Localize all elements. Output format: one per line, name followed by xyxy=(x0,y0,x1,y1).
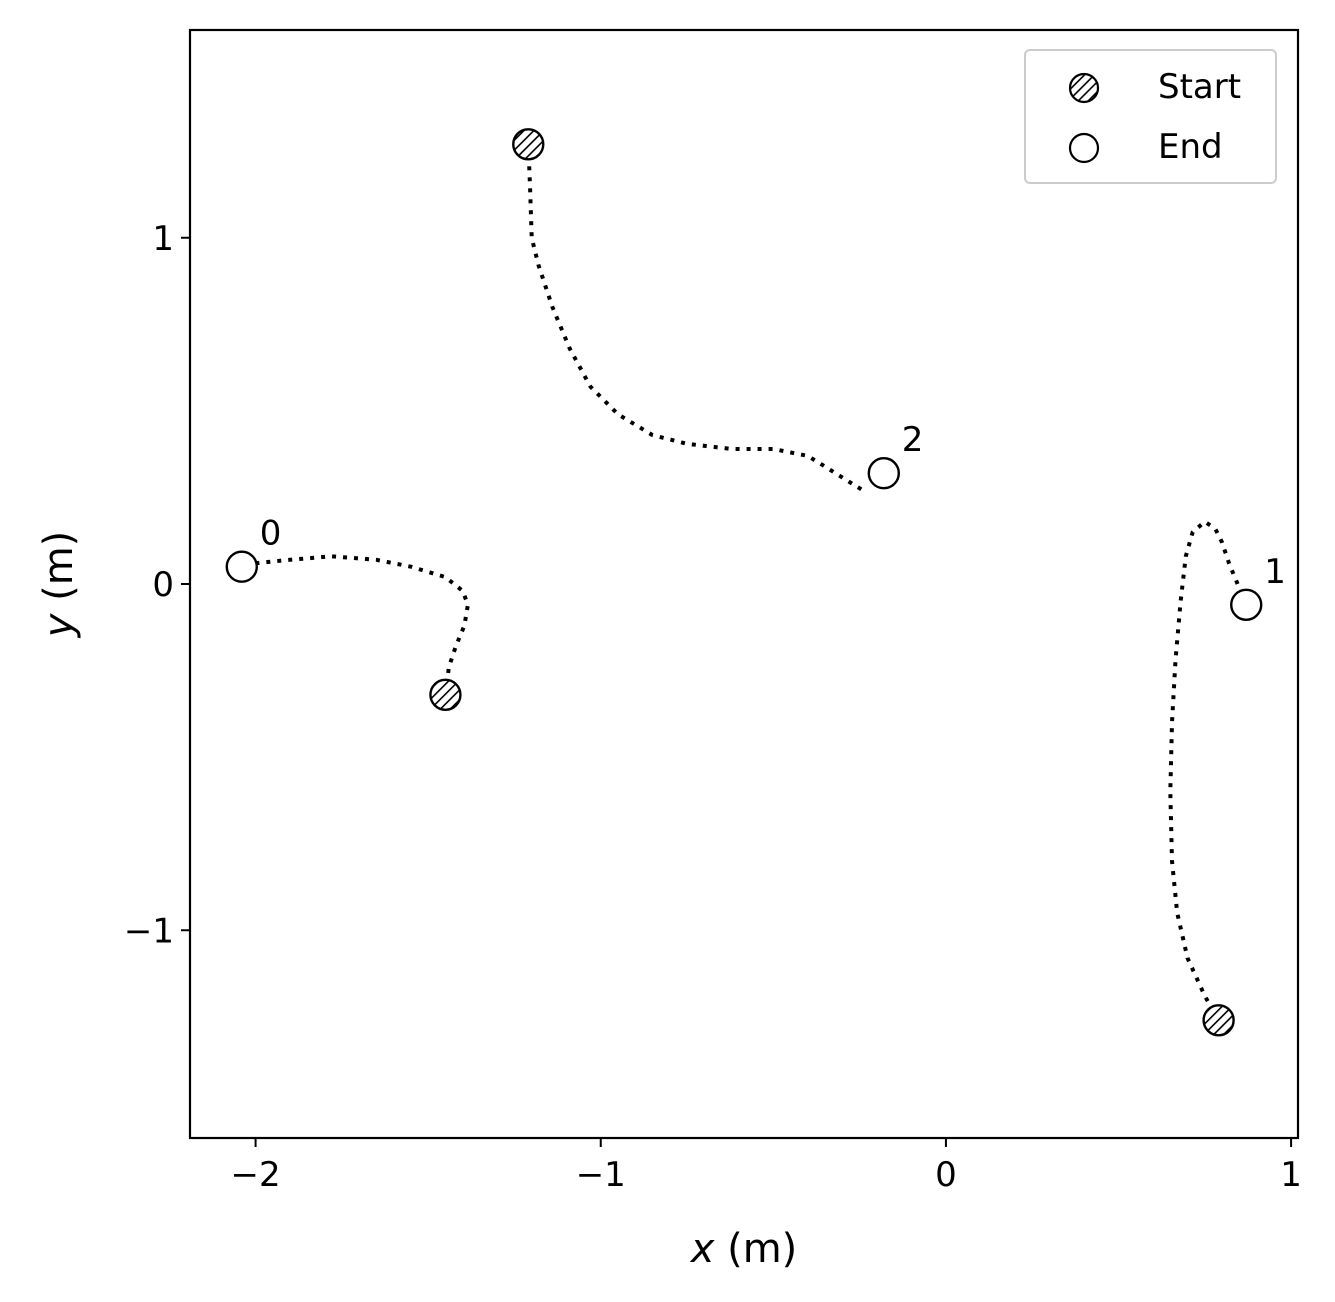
legend-start-marker xyxy=(1068,72,1100,104)
x-axis-label: x (m) xyxy=(689,1226,798,1272)
legend: Start End xyxy=(1024,49,1277,184)
trajectories-layer xyxy=(255,144,1240,1022)
x-tick-label: −2 xyxy=(231,1155,281,1195)
end-marker-2 xyxy=(867,457,900,490)
plot-frame xyxy=(188,28,1300,1140)
trajectory-label-0: 0 xyxy=(260,514,282,554)
end-marker-0 xyxy=(225,550,258,583)
x-tick-label: 1 xyxy=(1280,1155,1302,1195)
y-tick-label: −1 xyxy=(124,911,174,951)
legend-start-label: Start xyxy=(1158,67,1241,107)
x-tick-label: −1 xyxy=(576,1155,626,1195)
trajectory-label-2: 2 xyxy=(902,420,924,460)
y-axis-label: y (m) xyxy=(36,531,82,639)
start-marker-0 xyxy=(429,678,462,711)
x-tick-label: 0 xyxy=(935,1155,957,1195)
y-tick-label: 0 xyxy=(152,565,174,605)
y-axis: −1 0 1 xyxy=(124,219,190,951)
trajectory-path-0 xyxy=(255,554,470,696)
y-tick-label: 1 xyxy=(152,219,174,259)
trajectory-labels: 0 1 2 xyxy=(260,420,1286,592)
x-axis: −2 −1 0 1 xyxy=(231,1138,1302,1195)
trajectory-path-2 xyxy=(526,144,865,493)
legend-end-label: End xyxy=(1158,127,1223,167)
trajectory-path-1 xyxy=(1168,519,1240,1022)
legend-end-marker xyxy=(1068,132,1100,164)
end-marker-1 xyxy=(1230,588,1263,621)
start-marker-2 xyxy=(512,128,545,161)
trajectory-label-1: 1 xyxy=(1264,552,1286,592)
start-marker-1 xyxy=(1202,1004,1235,1037)
markers-layer xyxy=(225,128,1263,1037)
